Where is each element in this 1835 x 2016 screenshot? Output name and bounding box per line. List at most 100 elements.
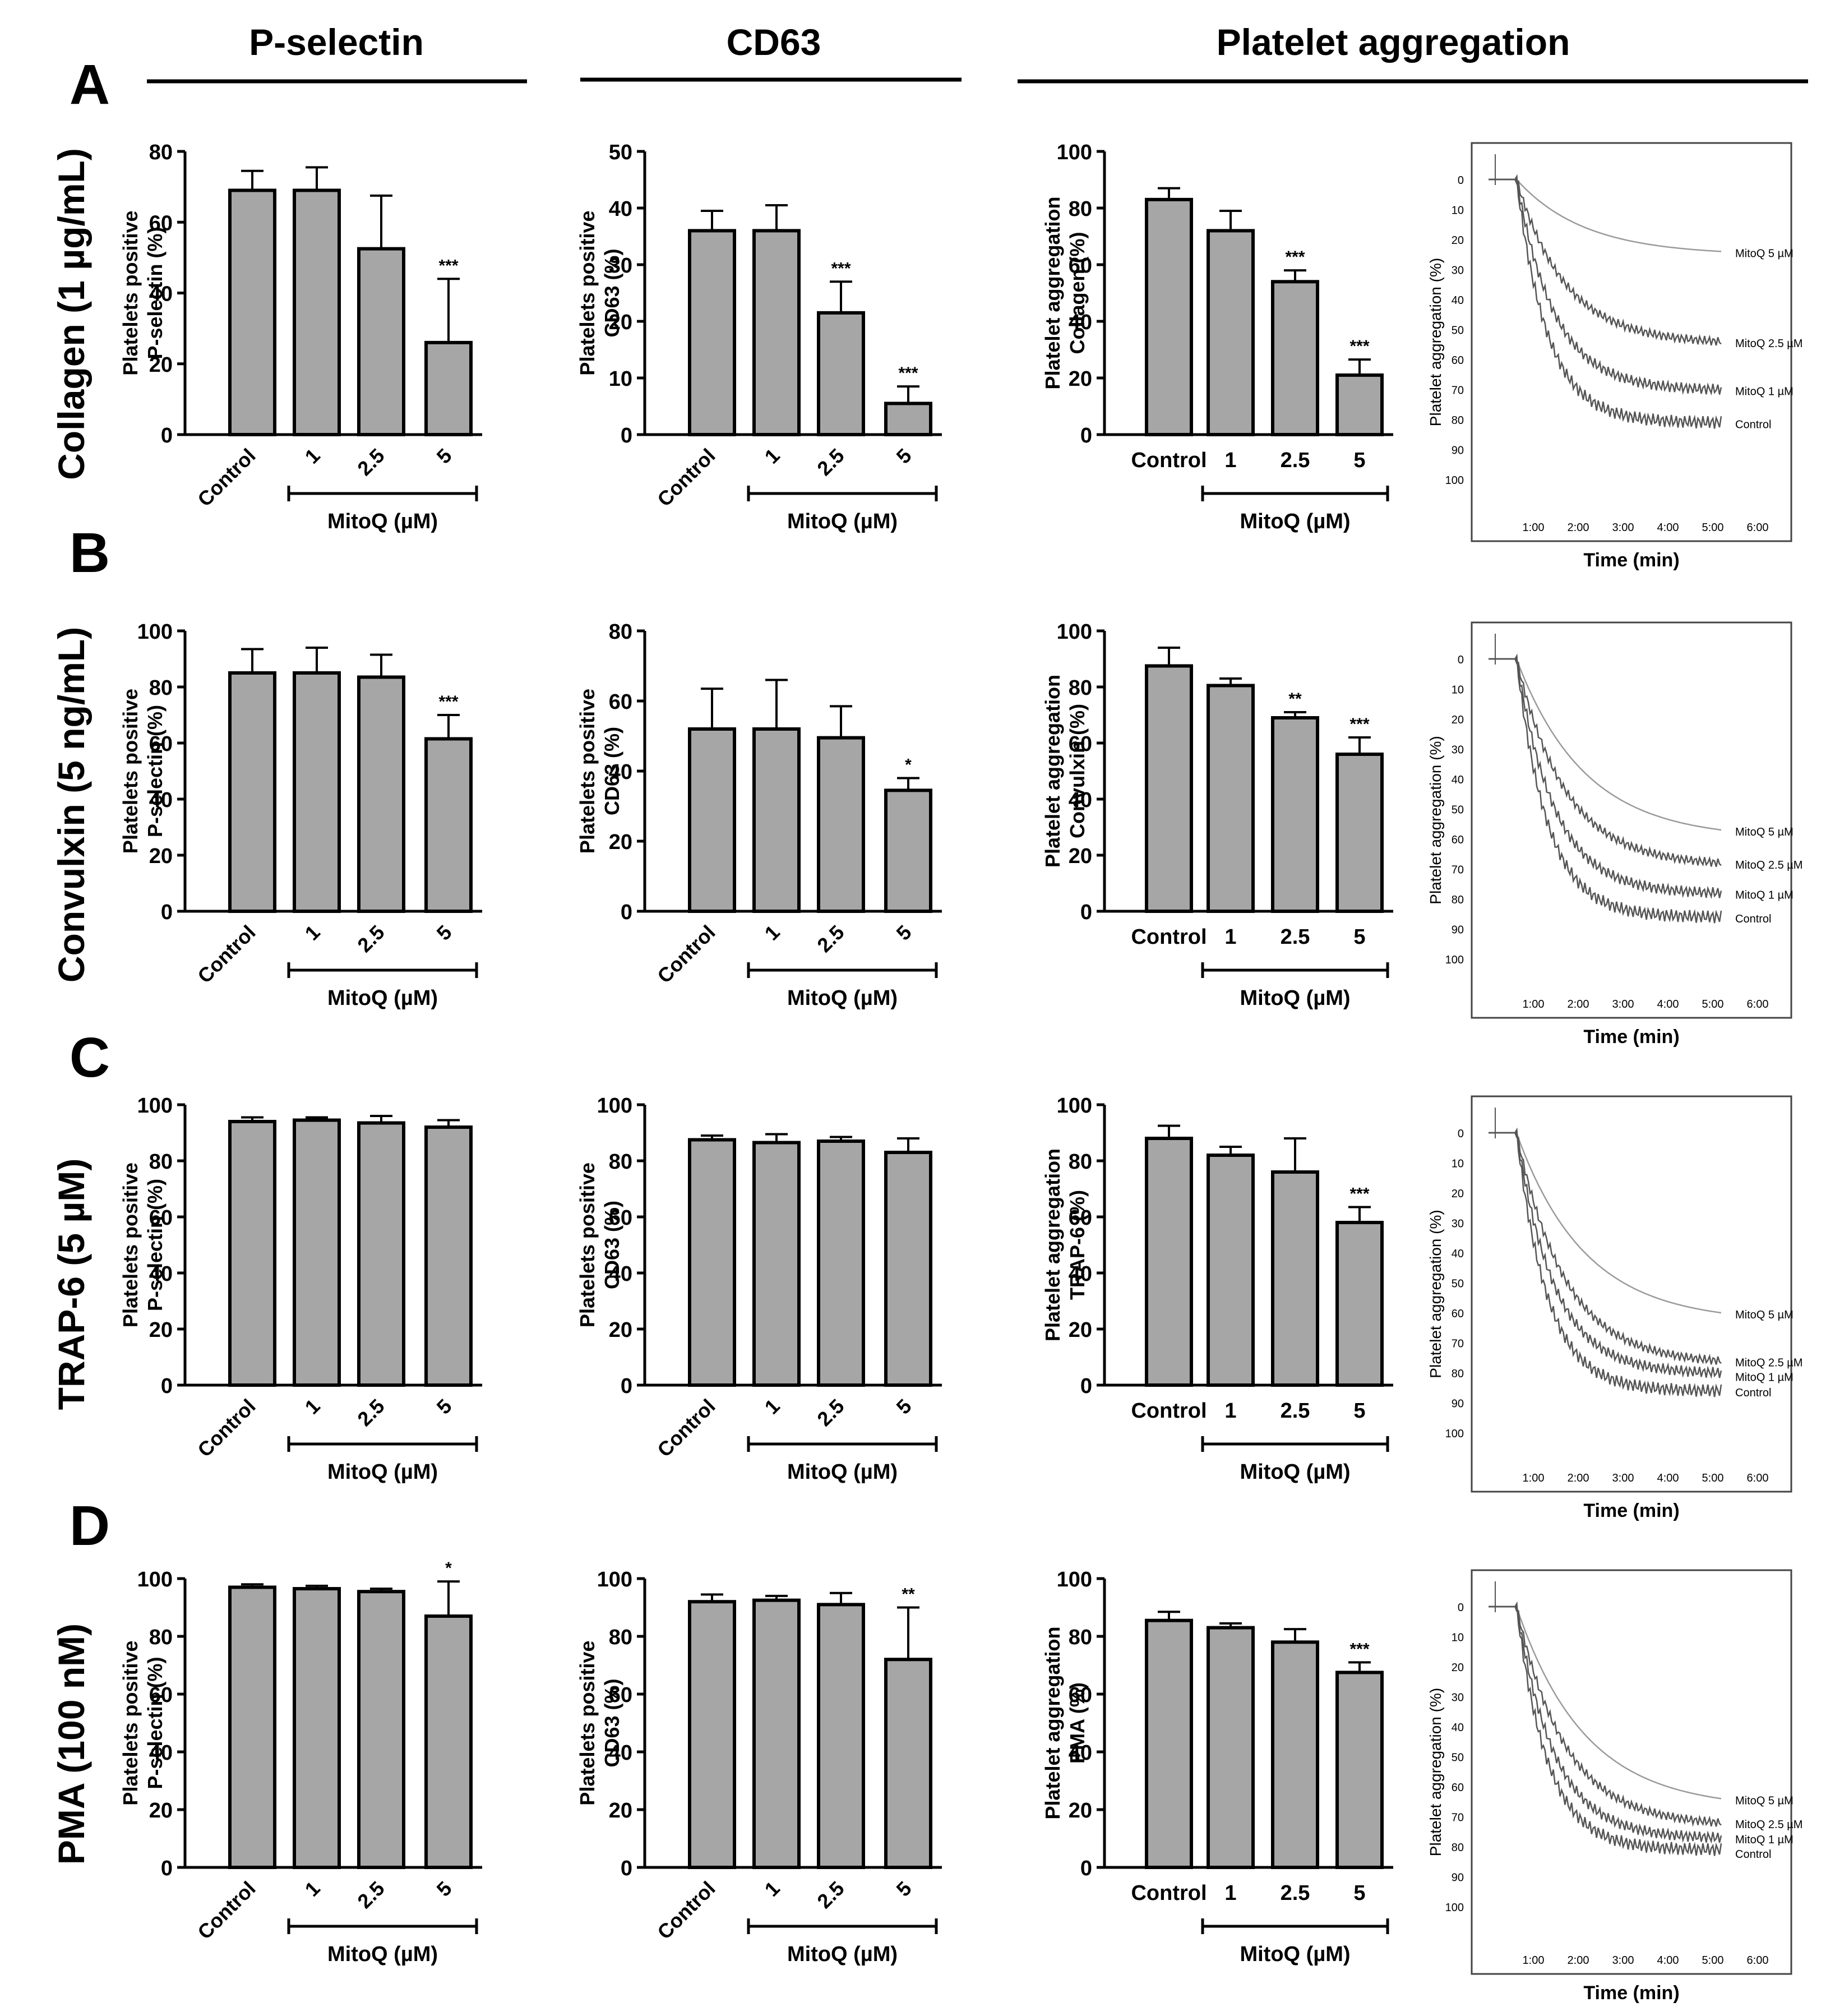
y-tick-label: 40 — [149, 788, 173, 812]
bar — [424, 1614, 473, 1869]
trace-y-tick-label: 100 — [1445, 954, 1464, 966]
significance-label: *** — [1349, 337, 1369, 356]
bar — [1207, 684, 1255, 913]
bar — [817, 1140, 865, 1387]
trace-y-tick-label: 80 — [1452, 894, 1464, 906]
row-agonist-pma: PMA (100 nM) — [50, 1623, 92, 1865]
trace-x-tick-label: 4:00 — [1657, 1472, 1679, 1484]
y-tick-label: 100 — [1057, 141, 1092, 164]
y-tick-label: 20 — [609, 1799, 632, 1823]
category-label: Control — [1131, 1399, 1207, 1423]
y-axis-label-line1: Platelets positive — [119, 210, 142, 375]
group-label: MitoQ (µM) — [1240, 1943, 1350, 1966]
y-tick-label: 100 — [1057, 1568, 1092, 1591]
row-agonist-convulxin: Convulxin (5 ng/mL) — [50, 627, 92, 982]
category-label: 2.5 — [353, 921, 389, 957]
y-tick-label: 60 — [1069, 732, 1092, 756]
y-tick-label: 80 — [1069, 676, 1092, 700]
trace-x-tick-label: 4:00 — [1657, 998, 1679, 1011]
bar — [293, 1118, 341, 1387]
trace-y-tick-label: 10 — [1452, 1158, 1464, 1170]
group-label: MitoQ (µM) — [327, 1460, 438, 1484]
bar — [884, 788, 932, 913]
trace-line — [1489, 1132, 1722, 1314]
trace-x-tick-label: 1:00 — [1523, 1472, 1545, 1484]
significance-label: *** — [438, 693, 458, 711]
panel-3-1: 0 20 40 60 80 100 Platelets positive CD63 (%) Co… — [576, 1568, 942, 1966]
trace-line — [1489, 658, 1722, 899]
trace-x-tick-label: 1:00 — [1523, 1954, 1545, 1967]
y-axis-label-line2: CD63 (%) — [600, 1201, 623, 1289]
category-label: 5 — [1353, 1399, 1365, 1423]
trace-y-tick-label: 20 — [1452, 234, 1464, 247]
bar — [1335, 1671, 1384, 1869]
trace-y-tick-label: 50 — [1452, 325, 1464, 337]
bar — [884, 1658, 932, 1869]
bar — [817, 311, 865, 436]
bar — [228, 1120, 276, 1387]
y-axis-label-line1: Platelets positive — [119, 1640, 142, 1805]
bar — [424, 340, 473, 436]
panel-3-3: 0 10 20 30 40 50 60 70 80 90 100 1:00 2:00 3:00 4:00 5:… — [1427, 1569, 1802, 2004]
y-tick-label: 0 — [1080, 424, 1092, 448]
bar — [228, 671, 276, 913]
trace-line — [1489, 1606, 1722, 1844]
bar — [1145, 1137, 1193, 1387]
significance-label: *** — [898, 364, 918, 382]
trace-line — [1489, 178, 1722, 396]
category-label: 2.5 — [812, 1877, 848, 1913]
trace-line — [1489, 653, 1722, 924]
group-label: MitoQ (µM) — [327, 986, 438, 1010]
category-label: Control — [193, 921, 260, 988]
trace-y-tick-label: 80 — [1452, 1368, 1464, 1380]
y-axis-label-line1: Platelet aggregation — [1041, 196, 1064, 389]
trace-series-label: MitoQ 1 µM — [1735, 386, 1794, 398]
category-label: Control — [653, 921, 719, 988]
group-label: MitoQ (µM) — [787, 986, 898, 1010]
y-axis-label-line2: Collagen (%) — [1066, 232, 1089, 354]
y-tick-label: 80 — [609, 1626, 632, 1649]
trace-x-tick-label: 2:00 — [1568, 998, 1589, 1011]
trace-y-tick-label: 70 — [1452, 385, 1464, 397]
category-label: 1 — [1224, 1881, 1236, 1905]
group-label: MitoQ (µM) — [327, 1943, 438, 1966]
y-tick-label: 100 — [597, 1568, 632, 1591]
y-tick-label: 20 — [609, 1318, 632, 1342]
trace-y-tick-label: 30 — [1452, 1692, 1464, 1704]
y-tick-label: 20 — [149, 845, 173, 868]
trace-series-label: MitoQ 5 µM — [1735, 247, 1794, 260]
trace-line — [1489, 1132, 1722, 1365]
trace-series-label: Control — [1735, 418, 1771, 431]
category-label: Control — [1131, 925, 1207, 949]
trace-line — [1489, 1606, 1722, 1827]
y-tick-label: 10 — [609, 367, 632, 391]
panel-1-0: 0 20 40 60 80 100 Platelets positive P-selectin… — [119, 620, 482, 1010]
y-tick-label: 0 — [161, 1857, 173, 1880]
bar — [1207, 1154, 1255, 1387]
trace-y-tick-label: 60 — [1452, 834, 1464, 846]
panel-2-3: 0 10 20 30 40 50 60 70 80 90 100 1:00 2:00 3:00 4:00 5:… — [1427, 1095, 1802, 1521]
bar — [1335, 753, 1384, 913]
trace-y-tick-label: 0 — [1458, 1128, 1464, 1140]
row-letter-d: D — [70, 1494, 110, 1557]
significance-label: *** — [1349, 715, 1369, 733]
trace-y-tick-label: 60 — [1452, 354, 1464, 367]
significance-label: * — [445, 1559, 452, 1577]
bar — [884, 1151, 932, 1387]
y-tick-label: 60 — [149, 732, 173, 756]
column-header-cd63: CD63 — [727, 21, 821, 63]
trace-line — [1489, 174, 1722, 429]
y-tick-label: 0 — [621, 1374, 632, 1398]
row-letter-b: B — [70, 522, 110, 584]
panel-2-0: 0 20 40 60 80 100 Platelets positive P-selectin… — [119, 1094, 482, 1484]
trace-frame — [1471, 1095, 1792, 1493]
trace-y-tick-label: 10 — [1452, 1632, 1464, 1644]
trace-series-label: MitoQ 5 µM — [1735, 826, 1794, 838]
y-tick-label: 0 — [1080, 901, 1092, 924]
bar — [752, 727, 801, 913]
trace-y-tick-label: 20 — [1452, 1188, 1464, 1200]
bar — [1145, 197, 1193, 436]
y-axis-label-line2: CD63 (%) — [600, 727, 623, 815]
bar — [1271, 1640, 1319, 1870]
